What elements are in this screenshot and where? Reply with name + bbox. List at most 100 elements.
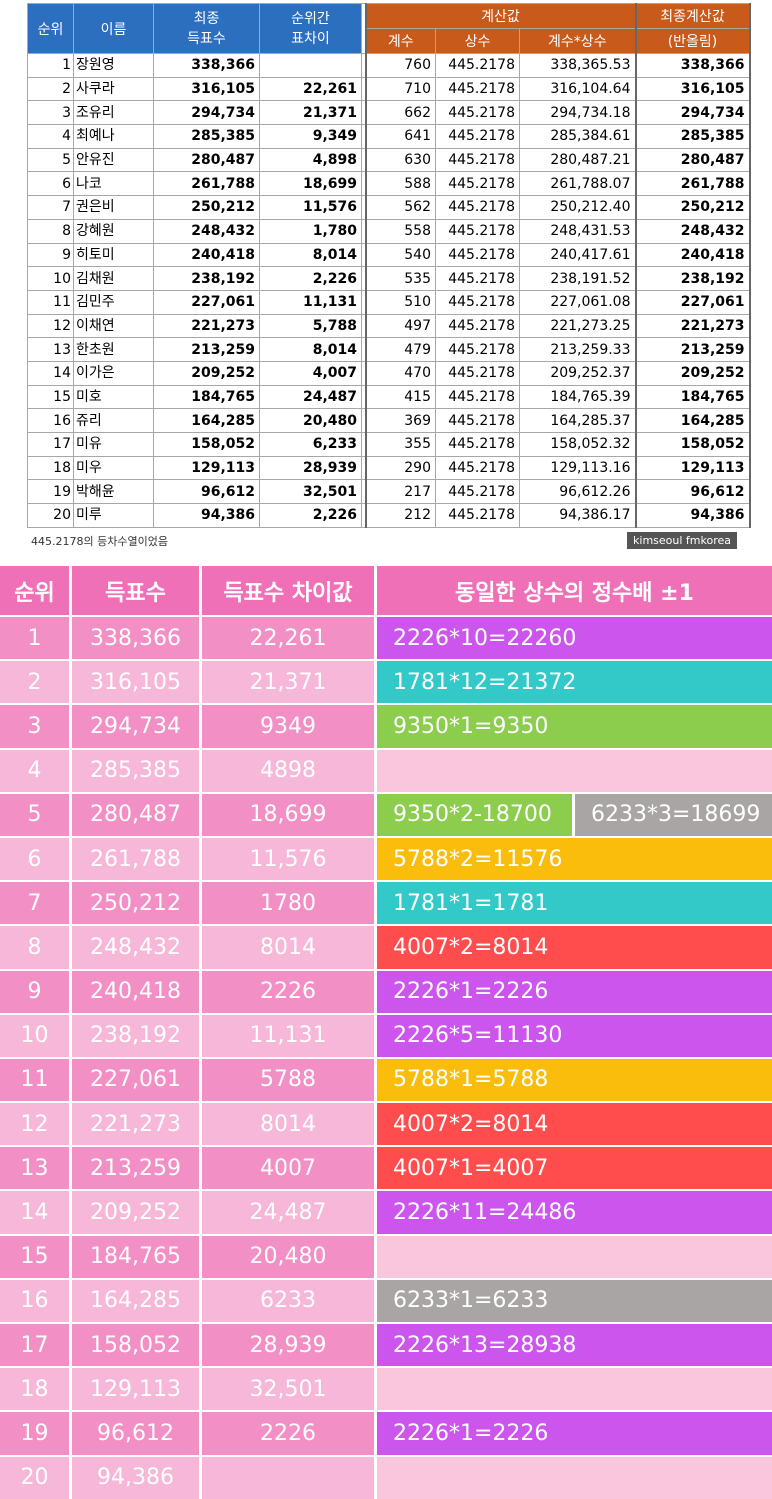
product-cell: 238,191.52 <box>519 266 636 291</box>
coef-cell: 212 <box>364 503 436 528</box>
rank-cell: 12 <box>27 313 74 339</box>
rank-cell: 1 <box>27 53 74 78</box>
gap-cell: 21,371 <box>259 100 362 126</box>
name-cell: 쥬리 <box>73 408 154 433</box>
multiple-cell: 4007*2=8014 <box>377 1103 772 1146</box>
multiple-chip: 6233*1=6233 <box>377 1279 772 1322</box>
multiple-cell: 1781*12=21372 <box>377 661 772 704</box>
name-cell: 조유리 <box>73 100 154 126</box>
multiple-cell: 4007*1=4007 <box>377 1147 772 1190</box>
name-cell: 김채원 <box>73 266 154 291</box>
rank-cell: 18 <box>27 455 74 481</box>
table-row: 16 164,285 6233 6233*1=6233 <box>0 1277 772 1322</box>
rank-cell: 16 <box>0 1279 72 1322</box>
coef-cell: 562 <box>364 195 436 220</box>
table-row: 14 이가은 209,252 4,007 470 445.2178 209,252.37 20… <box>27 360 751 386</box>
votes-cell: 96,612 <box>153 479 260 505</box>
table-row: 2 316,105 21,371 1781*12=21372 <box>0 659 772 704</box>
multiple-chip: 4007*1=4007 <box>377 1147 772 1190</box>
sequence-note: 445.2178의 등차수열이었음 <box>31 534 168 548</box>
header-multiple: 동일한 상수의 정수배 ±1 <box>377 566 772 615</box>
diff-cell: 11,576 <box>202 837 377 881</box>
coef-cell: 217 <box>364 479 436 505</box>
gap-cell: 32,501 <box>259 479 362 505</box>
final-cell: 164,285 <box>634 408 751 433</box>
gap-cell: 2,226 <box>259 503 362 528</box>
name-cell: 안유진 <box>73 147 154 173</box>
table-row: 12 이채연 221,273 5,788 497 445.2178 221,273.25 22… <box>27 313 751 339</box>
multiple-chip: 1781*12=21372 <box>377 661 772 704</box>
coef-cell: 497 <box>364 313 436 339</box>
coef-cell: 369 <box>364 408 436 433</box>
diff-cell: 22,261 <box>202 617 377 660</box>
diff-cell: 2226 <box>202 970 377 1013</box>
gap-cell: 5,788 <box>259 313 362 339</box>
rank-cell: 4 <box>27 124 74 149</box>
table-row: 13 한초원 213,259 8,014 479 445.2178 213,259.33 21… <box>27 337 751 362</box>
votes-cell: 261,788 <box>153 171 260 197</box>
product-cell: 248,431.53 <box>519 218 636 244</box>
votes-cell: 184,765 <box>153 384 260 410</box>
gap-cell: 2,226 <box>259 266 362 291</box>
header-diff: 득표수 차이값 <box>202 566 377 615</box>
rank-cell: 20 <box>27 503 74 528</box>
product-cell: 227,061.08 <box>519 289 636 315</box>
multiple-cell <box>377 1235 772 1278</box>
final-cell: 209,252 <box>634 360 751 386</box>
votes-cell: 94,386 <box>72 1456 202 1499</box>
votes-cell: 338,366 <box>153 53 260 78</box>
final-cell: 250,212 <box>634 195 751 220</box>
rank-cell: 15 <box>0 1235 72 1278</box>
table-row: 20 미루 94,386 2,226 212 445.2178 94,386.17 94,38… <box>27 503 751 528</box>
product-cell: 158,052.32 <box>519 432 636 457</box>
final-cell: 248,432 <box>634 218 751 244</box>
table-row: 16 쥬리 164,285 20,480 369 445.2178 164,285.37 16… <box>27 408 751 433</box>
coef-cell: 540 <box>364 242 436 268</box>
final-cell: 184,765 <box>634 384 751 410</box>
const-cell: 445.2178 <box>435 53 520 78</box>
header-final-votes: 최종 득표수 <box>153 3 260 54</box>
multiple-chip: 2226*13=28938 <box>377 1324 772 1367</box>
multiple-cell: 6233*1=6233 <box>377 1279 772 1322</box>
gap-cell: 24,487 <box>259 384 362 410</box>
const-cell: 445.2178 <box>435 76 520 102</box>
rank-cell: 10 <box>0 1014 72 1057</box>
name-cell: 강혜원 <box>73 218 154 244</box>
coef-cell: 641 <box>364 124 436 149</box>
votes-cell: 209,252 <box>153 360 260 386</box>
const-cell: 445.2178 <box>435 218 520 244</box>
rank-cell: 14 <box>0 1191 72 1234</box>
rank-cell: 4 <box>0 749 72 792</box>
multiple-chip: 2226*10=22260 <box>377 617 772 660</box>
vote-calc-table-section: 순위 이름 최종 득표수 순위간 표차이 계산값 최종계산값 계수 상수 계수*… <box>27 3 751 554</box>
rank-cell: 3 <box>27 100 74 126</box>
gap-cell: 28,939 <box>259 455 362 481</box>
table-row: 13 213,259 4007 4007*1=4007 <box>0 1145 772 1190</box>
multiple-chip: 4007*2=8014 <box>377 926 772 969</box>
gap-cell: 1,780 <box>259 218 362 244</box>
table-row: 10 238,192 11,131 2226*5=11130 <box>0 1012 772 1057</box>
table-row: 7 250,212 1780 1781*1=1781 <box>0 880 772 925</box>
rank-cell: 12 <box>0 1103 72 1146</box>
table-row: 20 94,386 <box>0 1454 772 1499</box>
votes-cell: 238,192 <box>153 266 260 291</box>
rank-cell: 13 <box>0 1147 72 1190</box>
gap-cell <box>259 53 362 78</box>
final-cell: 294,734 <box>634 100 751 126</box>
final-cell: 261,788 <box>634 171 751 197</box>
rank-cell: 17 <box>0 1324 72 1367</box>
votes-cell: 280,487 <box>153 147 260 173</box>
product-cell: 94,386.17 <box>519 503 636 528</box>
final-cell: 285,385 <box>634 124 751 149</box>
product-cell: 129,113.16 <box>519 455 636 481</box>
table-row: 5 280,487 18,699 9350*2-18700 6233*3=18699 <box>0 791 772 836</box>
votes-cell: 129,113 <box>72 1368 202 1411</box>
diff-cell: 1780 <box>202 882 377 925</box>
final-cell: 238,192 <box>634 266 751 291</box>
gap-cell: 4,007 <box>259 360 362 386</box>
multiple-cell: 4007*2=8014 <box>377 926 772 969</box>
table-row: 11 227,061 5788 5788*1=5788 <box>0 1056 772 1102</box>
multiple-chip: 2226*1=2226 <box>377 1412 772 1455</box>
const-cell: 445.2178 <box>435 171 520 197</box>
rank-cell: 15 <box>27 384 74 410</box>
